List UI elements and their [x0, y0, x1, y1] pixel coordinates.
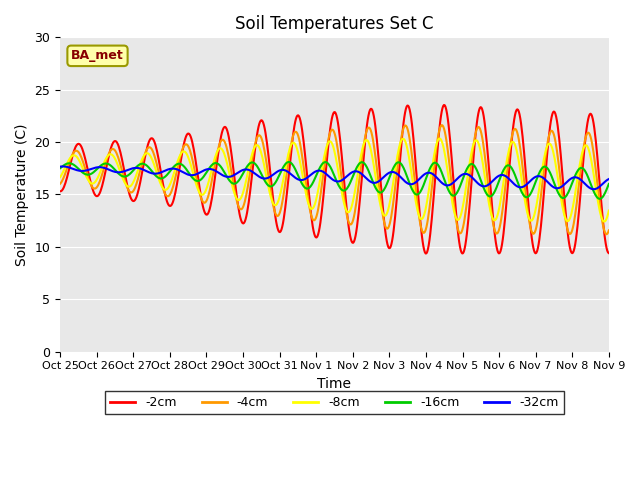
Y-axis label: Soil Temperature (C): Soil Temperature (C): [15, 123, 29, 266]
Text: BA_met: BA_met: [71, 49, 124, 62]
Legend: -2cm, -4cm, -8cm, -16cm, -32cm: -2cm, -4cm, -8cm, -16cm, -32cm: [106, 391, 564, 414]
Title: Soil Temperatures Set C: Soil Temperatures Set C: [236, 15, 434, 33]
X-axis label: Time: Time: [317, 377, 351, 391]
